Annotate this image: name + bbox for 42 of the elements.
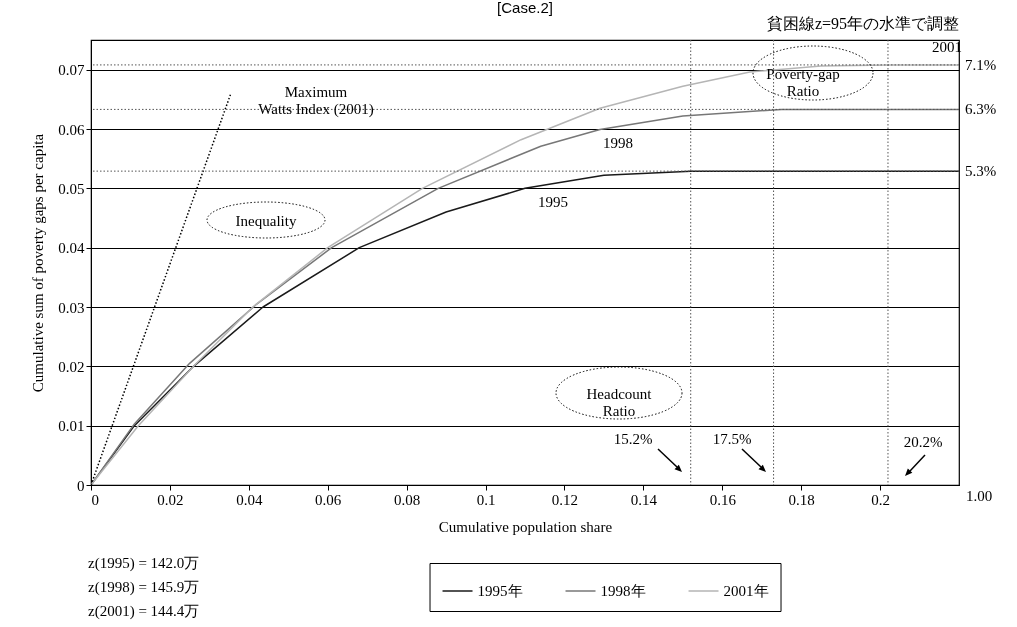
x-tick-label: 0.06 <box>315 491 342 508</box>
y-tick-label: 0.06 <box>58 121 85 138</box>
y-tick-label: 0.04 <box>58 240 85 257</box>
annotation: 17.5% <box>712 431 752 447</box>
y-tick-label: 0.01 <box>58 418 85 435</box>
annotation: Maximum Watts Index (2001) <box>258 84 374 118</box>
y-tick-label: 0.05 <box>58 180 85 197</box>
x-tick-label: 0.04 <box>236 491 263 508</box>
y-axis-title: Cumulative sum of poverty gaps per capita <box>30 133 47 393</box>
text: z(1995) = 142.0万 <box>88 555 200 572</box>
annotation: Poverty-gap Ratio <box>766 66 840 99</box>
x-tick-label: 0.1 <box>476 491 496 508</box>
chart-title: [Case.2] <box>497 0 553 16</box>
annotation: 15.2% <box>613 431 653 447</box>
x-tick-label: 0.16 <box>709 491 737 508</box>
x-tick-label: 0.14 <box>630 491 658 508</box>
annotation: Inequality <box>235 213 297 229</box>
chart-subtitle: 貧困線z=95年の水準で調整 <box>766 15 959 32</box>
legend-label: 2001年 <box>723 583 769 599</box>
x-tick-label: 0.18 <box>788 491 815 508</box>
x-tick-label: 0.02 <box>157 491 184 508</box>
y-tick-label: 0.07 <box>58 62 85 79</box>
ref-line-label: 6.3% <box>965 101 997 118</box>
legend-label: 1995年 <box>477 583 523 599</box>
y-tick-label: 0.02 <box>58 358 85 375</box>
annotation: 20.2% <box>903 434 943 450</box>
annotation: 1995 <box>538 194 568 210</box>
text: z(1998) = 145.9万 <box>88 579 200 596</box>
text: z(2001) = 144.4万 <box>88 603 200 620</box>
x-tick-label: 0.08 <box>394 491 421 508</box>
legend-label: 1998年 <box>600 583 646 599</box>
x-tick-label: 0.12 <box>551 491 579 508</box>
x-tick-label: 0 <box>91 491 99 508</box>
y-tick-label: 0 <box>77 477 85 494</box>
x-axis-title: Cumulative population share <box>438 518 613 535</box>
ref-line-label: 5.3% <box>965 163 997 180</box>
y-tick-label: 0.03 <box>58 299 85 316</box>
text: 1.00 <box>965 488 993 504</box>
annotation: Headcount Ratio <box>586 386 653 419</box>
ref-line-label: 7.1% <box>965 56 997 73</box>
x-tick-label: 0.2 <box>871 491 890 508</box>
annotation: 1998 <box>603 135 633 151</box>
